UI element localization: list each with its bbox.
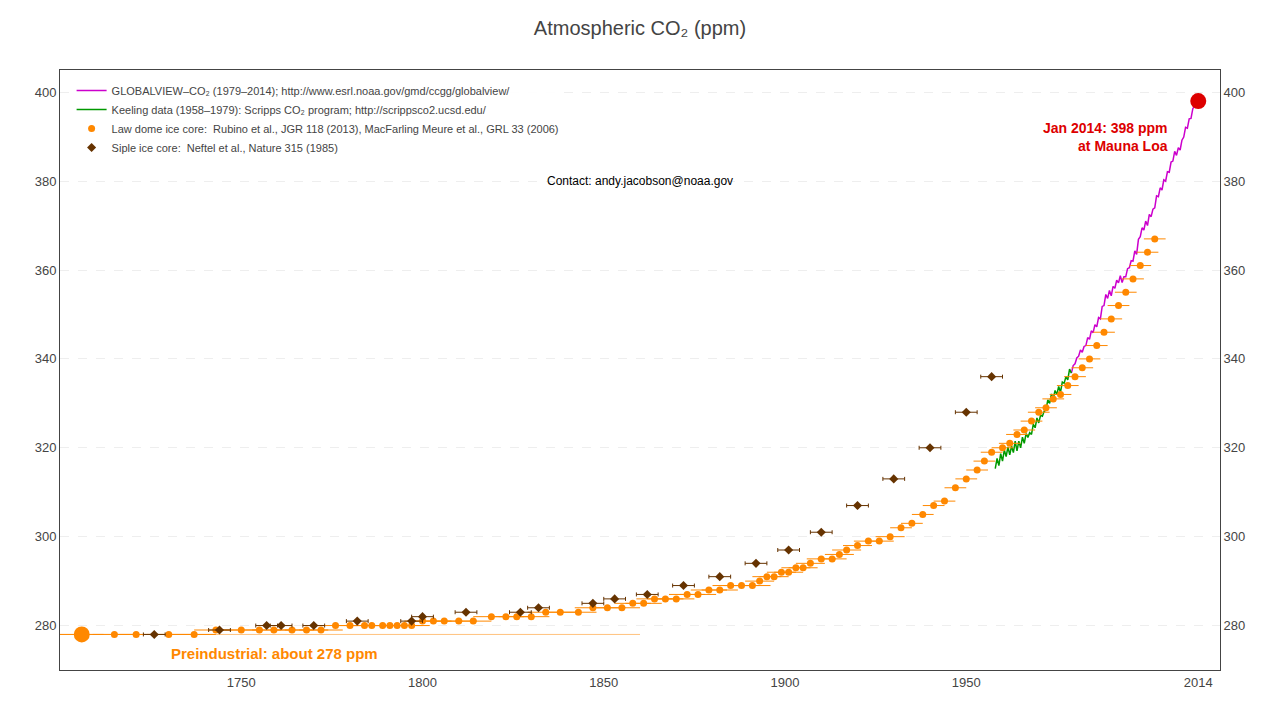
- svg-text:300: 300: [1224, 529, 1246, 544]
- svg-text:Contact: andy.jacobson@noaa.go: Contact: andy.jacobson@noaa.gov: [547, 174, 733, 188]
- svg-text:Law dome ice core: Rubino et: Law dome ice core: Rubino et al., JGR 11…: [112, 123, 559, 135]
- svg-text:320: 320: [35, 440, 57, 455]
- svg-text:340: 340: [35, 351, 57, 366]
- svg-text:320: 320: [1224, 440, 1246, 455]
- svg-text:Keeling data (1958–1979): Scri: Keeling data (1958–1979): Scripps CO₂ pr…: [112, 104, 487, 116]
- svg-text:Siple ice core: Neftel et al.: Siple ice core: Neftel et al., Nature 31…: [112, 142, 338, 154]
- svg-text:300: 300: [35, 529, 57, 544]
- svg-text:Jan 2014: 398 ppmat Mauna Loa: Jan 2014: 398 ppmat Mauna Loa: [1043, 120, 1168, 154]
- svg-text:1900: 1900: [771, 675, 800, 690]
- svg-text:1850: 1850: [589, 675, 618, 690]
- svg-text:Preindustrial: about 278 ppm: Preindustrial: about 278 ppm: [171, 645, 378, 662]
- svg-text:380: 380: [1224, 174, 1246, 189]
- svg-text:380: 380: [35, 174, 57, 189]
- svg-text:280: 280: [35, 618, 57, 633]
- svg-text:1950: 1950: [952, 675, 981, 690]
- svg-text:Atmospheric CO₂ (ppm): Atmospheric CO₂ (ppm): [534, 17, 746, 39]
- svg-text:360: 360: [35, 263, 57, 278]
- svg-text:360: 360: [1224, 263, 1246, 278]
- svg-text:400: 400: [1224, 85, 1246, 100]
- svg-text:1750: 1750: [227, 675, 256, 690]
- svg-text:GLOBALVIEW–CO₂ (1979–2014); ht: GLOBALVIEW–CO₂ (1979–2014); http://www.e…: [112, 85, 511, 97]
- svg-text:2014: 2014: [1184, 675, 1213, 690]
- svg-text:280: 280: [1224, 618, 1246, 633]
- svg-text:340: 340: [1224, 351, 1246, 366]
- svg-text:400: 400: [35, 85, 57, 100]
- svg-text:1800: 1800: [408, 675, 437, 690]
